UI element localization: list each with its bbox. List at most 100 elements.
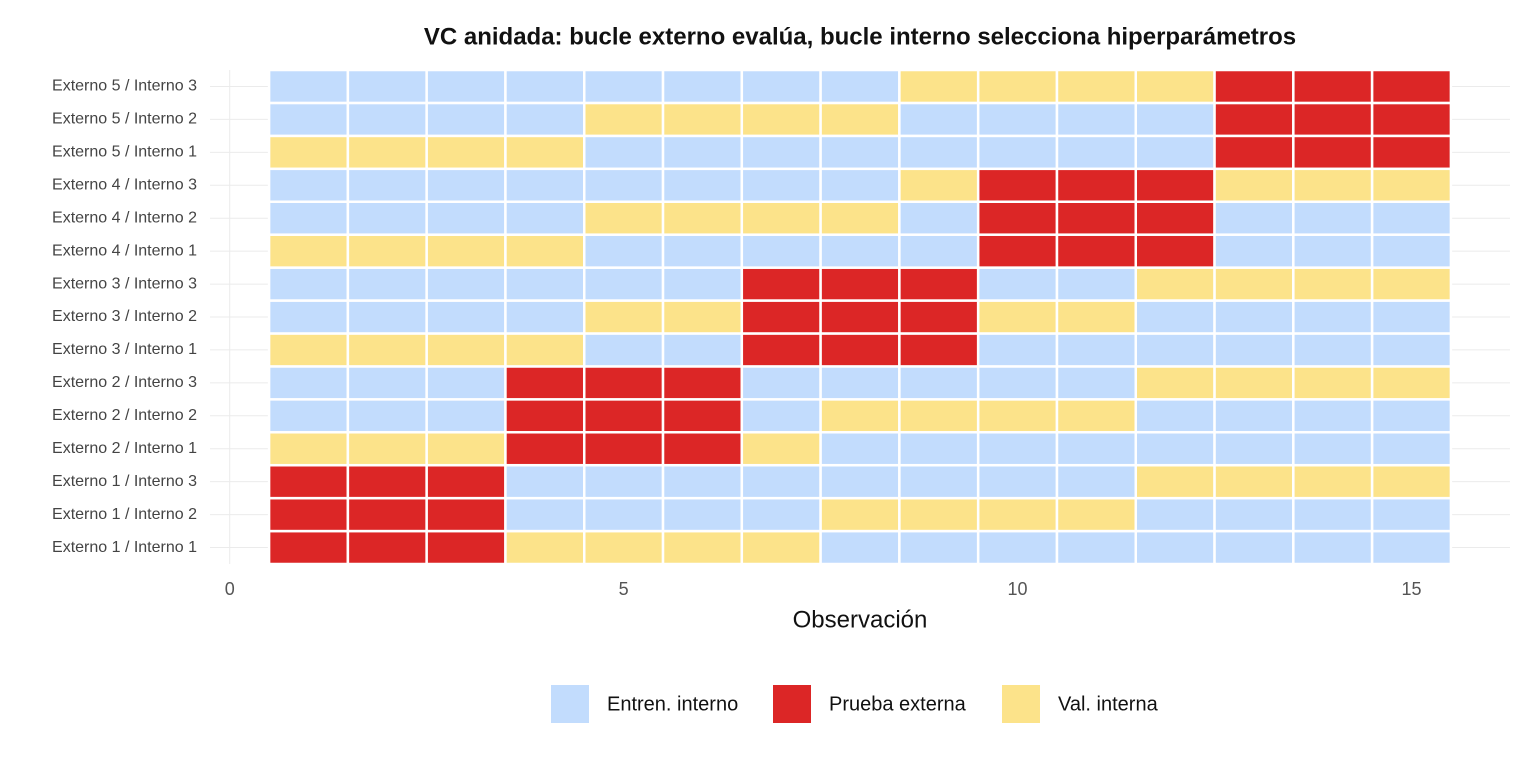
tile [582,101,665,138]
tile [1292,529,1374,566]
tile [898,529,980,566]
tile [976,200,1059,236]
tile [582,68,665,105]
tile [267,529,350,566]
tile [1055,200,1138,236]
tile [346,101,428,138]
tile [1370,200,1453,236]
tile [1370,431,1453,467]
tile [1370,68,1453,105]
tile [346,68,428,105]
tile [819,101,901,138]
tile [740,299,822,335]
tile [661,529,744,566]
tile [346,134,428,171]
tile [1292,68,1374,105]
tile [346,398,428,434]
tile [976,299,1059,335]
tile [267,101,350,138]
tile [661,233,744,269]
tile [1292,200,1374,236]
tile [346,496,428,533]
tile [740,332,822,368]
tile [898,332,980,368]
tile [819,529,901,566]
tile [661,398,744,434]
tile [1213,365,1295,401]
tile [267,463,350,500]
tile [346,332,428,368]
tile [661,266,744,302]
tile [1134,365,1216,401]
tile [1292,398,1374,434]
tile [898,101,980,138]
y-tick-label: Externo 3 / Interno 2 [52,308,197,325]
tile [976,134,1059,171]
tile [898,496,980,533]
tile [898,299,980,335]
y-tick-label: Externo 2 / Interno 3 [52,374,197,391]
tile [1370,463,1453,500]
y-tick-label: Externo 4 / Interno 1 [52,242,197,259]
tile [819,365,901,401]
tile [582,332,665,368]
tile [267,167,350,203]
tile [976,365,1059,401]
tile [1292,266,1374,302]
tile [425,332,507,368]
chart-title: VC anidada: bucle externo evalúa, bucle … [424,23,1296,50]
tile [425,529,507,566]
tile [1370,134,1453,171]
tile [740,68,822,105]
tile [898,266,980,302]
legend-key [773,685,811,723]
y-tick-label: Externo 5 / Interno 1 [52,144,197,161]
tile [1213,101,1295,138]
tile [504,167,586,203]
tile [819,167,901,203]
tile [819,431,901,467]
tile [582,200,665,236]
tile [1134,101,1216,138]
tile [819,299,901,335]
tile [267,68,350,105]
tile [425,463,507,500]
tile [1134,398,1216,434]
tile [267,365,350,401]
tile [425,134,507,171]
tile [582,167,665,203]
tile [898,431,980,467]
tile [1213,463,1295,500]
tile [1370,496,1453,533]
tile [661,68,744,105]
tile [504,332,586,368]
tile [1134,68,1216,105]
y-tick-label: Externo 3 / Interno 3 [52,275,197,292]
y-tick-label: Externo 1 / Interno 2 [52,506,197,523]
tile [976,233,1059,269]
tile [661,101,744,138]
tile [267,398,350,434]
tile [425,365,507,401]
tile [1213,200,1295,236]
tile [740,233,822,269]
tile [661,431,744,467]
tile [1055,332,1138,368]
tile [346,167,428,203]
tile [740,496,822,533]
tile [661,332,744,368]
x-tick-label: 0 [225,579,235,599]
tile [504,463,586,500]
tile [346,233,428,269]
tile [976,398,1059,434]
tile [1055,101,1138,138]
tile [1292,233,1374,269]
tile [425,398,507,434]
tile [819,398,901,434]
tile [1292,431,1374,467]
tile [504,529,586,566]
tile [1292,463,1374,500]
tile [425,101,507,138]
legend-label: Entren. interno [607,693,738,715]
tile [504,365,586,401]
